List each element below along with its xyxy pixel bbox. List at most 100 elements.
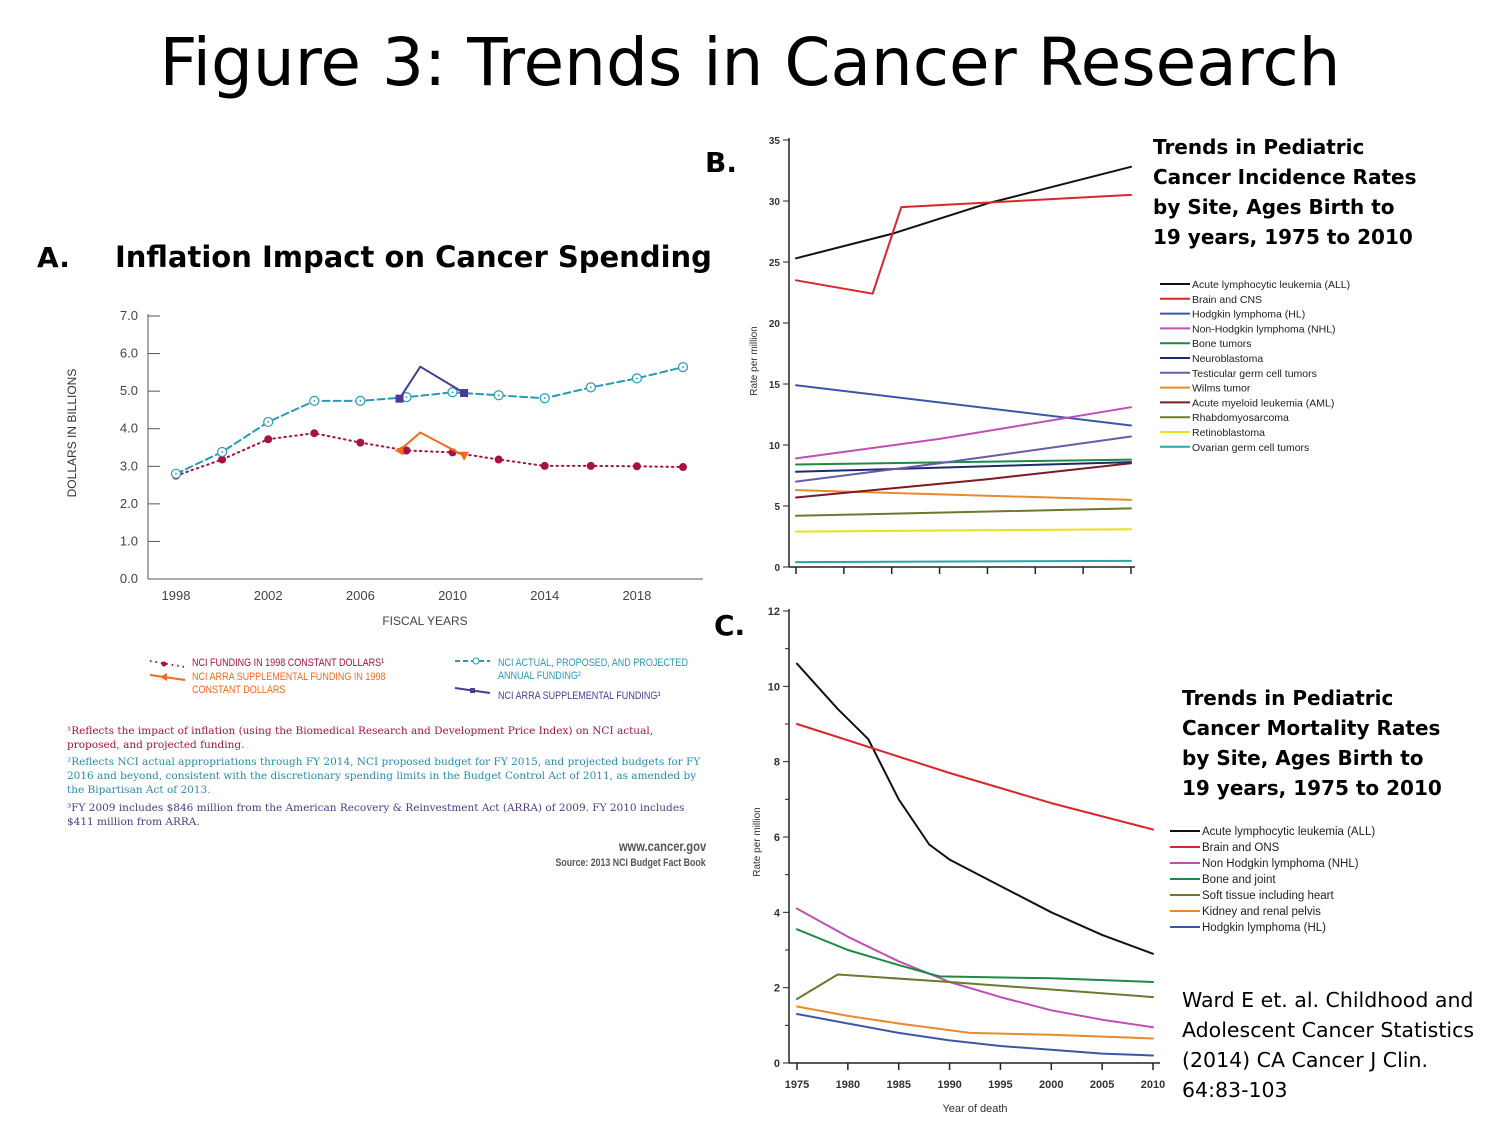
data-point [395,394,404,403]
series-line-b-6 [795,435,1132,483]
legend-a-marker [160,673,167,681]
data-point [460,389,469,398]
series-line-b-8 [795,462,1132,499]
data-point-center [497,394,500,397]
citation-line: Ward E et. al. Childhood and [1182,988,1474,1012]
y-tick-label: 35 [769,136,781,147]
x-tick-label: 1985 [886,1079,910,1091]
legend-b-label-7: Wilms tumor [1192,383,1251,395]
footnote-2: ²Reflects NCI actual appropriations thro… [67,756,701,796]
y-tick-label: 7.0 [120,308,138,323]
data-point-center [359,400,362,402]
series-line-c-6 [796,1013,1154,1057]
series-line-c-5 [796,1005,1154,1040]
series-line-b-1 [795,193,1132,295]
legend-a-label-2: NCI ACTUAL, PROPOSED, AND PROJECTED ANNU… [498,657,688,682]
y-tick-label: 5.0 [120,383,138,398]
data-point [356,438,365,447]
x-tick-label: 2010 [1141,1079,1165,1091]
panel-c-title-line: Cancer Mortality Rates [1182,716,1441,740]
panel-c-title-line: 19 years, 1975 to 2010 [1182,776,1442,800]
x-tick-label: 1998 [162,588,191,603]
data-point [402,446,411,455]
data-point-center [682,366,684,368]
x-axis-label: FISCAL YEARS [382,614,467,628]
y-axis-label: Rate per million [749,326,760,395]
y-tick-label: 30 [769,197,781,208]
legend-b-label-5: Neuroblastoma [1192,353,1263,365]
x-tick-label: 1990 [937,1079,961,1091]
legend-c-label-1: Brain and ONS [1202,842,1280,854]
panel-b-title-line: 19 years, 1975 to 2010 [1153,225,1413,249]
x-tick-label: 2000 [1039,1079,1063,1091]
series-line-c-4 [796,973,1154,1000]
y-tick-label: 4.0 [120,421,138,436]
panel-b-title-line: Trends in Pediatric [1153,135,1365,159]
legend-a-label-1: NCI ARRA SUPPLEMENTAL FUNDING IN 1998 CO… [192,671,386,696]
legend-a-label-0: NCI FUNDING IN 1998 CONSTANT DOLLARS¹ [192,657,385,669]
y-tick-label: 12 [768,606,780,618]
data-point [310,429,319,438]
y-tick-label: 10 [769,441,781,452]
data-point-center [405,396,408,399]
y-tick-label: 0.0 [120,571,138,586]
series-line-a-1 [398,431,466,457]
y-tick-label: 15 [769,380,781,391]
citation: Ward E et. al. Childhood and Adolescent … [1182,985,1474,1105]
data-point [586,461,595,470]
legend-a-marker [470,688,475,693]
y-tick-label: 4 [774,907,781,919]
panel-a-title: Inflation Impact on Cancer Spending [115,240,712,274]
legend-a-label-3: NCI ARRA SUPPLEMENTAL FUNDING³ [498,690,661,702]
legend-b-label-8: Acute myeloid leukemia (AML) [1192,397,1334,409]
footnote-3: ³FY 2009 includes $846 million from the … [67,802,685,828]
x-axis-label: Year of death [942,1103,1007,1115]
legend-b-label-10: Retinoblastoma [1192,427,1265,439]
series-line-c-3 [796,928,1154,983]
data-point-center [313,400,316,402]
panel-b-title: Trends in Pediatric Cancer Incidence Rat… [1153,132,1416,252]
series-line-b-9 [795,507,1132,517]
legend-c-label-5: Kidney and renal pelvis [1202,906,1321,918]
y-tick-label: 0 [774,1058,780,1070]
legend-b-label-6: Testicular germ cell tumors [1192,368,1317,380]
legend-b-label-1: Brain and CNS [1192,294,1262,306]
y-tick-label: 10 [768,681,780,693]
series-line-b-0 [795,165,1132,260]
legend-b-label-9: Rhabdomyosarcoma [1192,412,1289,424]
legend-b-label-2: Hodgkin lymphoma (HL) [1192,309,1305,321]
x-tick-label: 1995 [988,1079,1012,1091]
series-line-a-2 [175,366,684,475]
data-point [679,463,687,472]
citation-line: (2014) CA Cancer J Clin. [1182,1048,1429,1072]
data-point [394,445,404,456]
data-point [218,455,227,464]
data-point [494,455,503,464]
series-line-b-5 [795,461,1132,473]
y-axis-label: Rate per million [752,807,763,876]
x-tick-label: 2010 [438,588,467,603]
data-point [264,435,273,444]
panel-c-title: Trends in Pediatric Cancer Mortality Rat… [1182,683,1442,803]
series-line-b-3 [795,406,1132,460]
data-point [540,461,549,470]
series-line-c-2 [796,907,1154,1029]
y-axis-label: DOLLARS IN BILLIONS [65,369,79,498]
series-line-c-1 [796,723,1154,831]
legend-c-label-4: Soft tissue including heart [1202,890,1334,902]
panel-b-letter: B. [705,146,737,179]
y-tick-label: 2.0 [120,496,138,511]
series-line-a-0 [175,432,684,477]
data-point-center [451,391,454,394]
y-tick-label: 3.0 [120,458,138,473]
series-line-b-7 [795,489,1132,501]
data-point-center [636,377,638,380]
legend-c-label-3: Bone and joint [1202,874,1276,886]
legend-b-label-4: Bone tumors [1192,338,1252,350]
y-tick-label: 20 [769,319,781,330]
y-tick-label: 2 [774,983,780,995]
y-tick-label: 8 [774,757,780,769]
website-text: www.cancer.gov [618,838,706,854]
series-line-b-11 [795,559,1132,564]
